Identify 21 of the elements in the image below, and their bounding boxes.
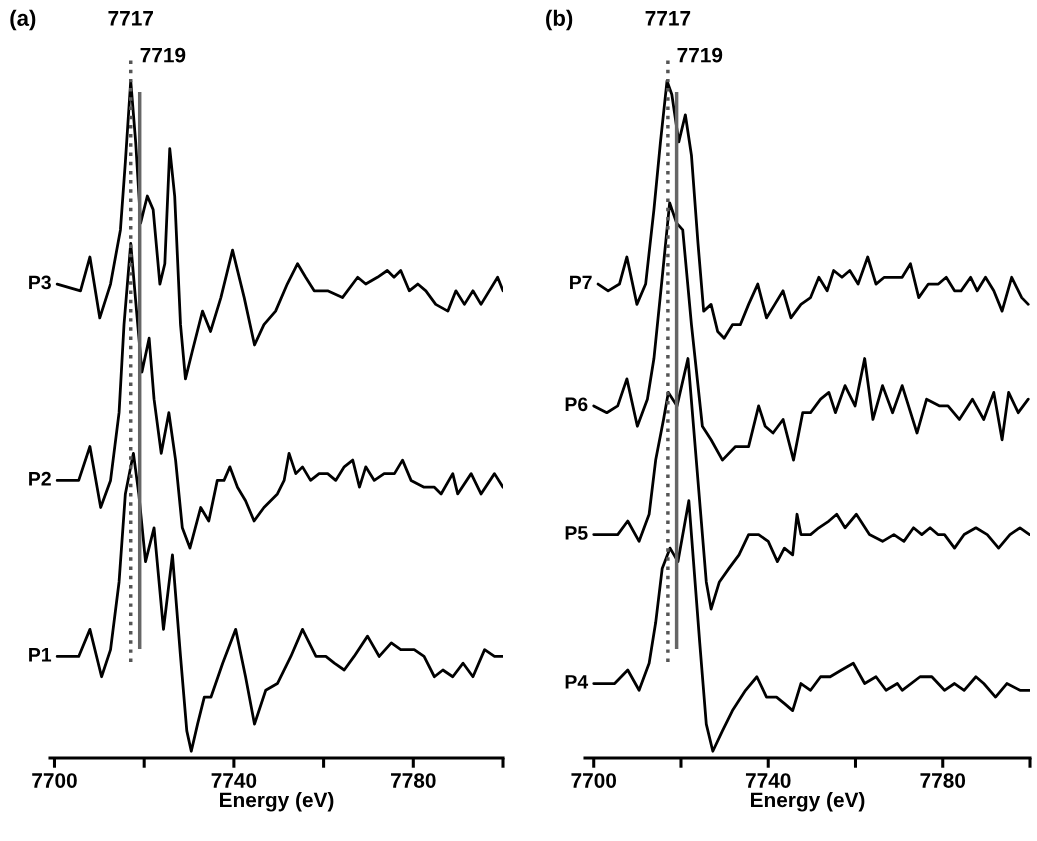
x-tick-label: 7780 [920,773,966,788]
ref-line-label: 7719 [140,47,186,63]
x-axis-title: Energy (eV) [751,792,865,812]
chart-title: (b) [546,9,573,31]
x-tick-label: 7780 [391,773,436,788]
ref-line-label: 7719 [677,47,723,63]
series-label: P6 [565,397,588,412]
x-tick-label: 7740 [745,773,791,788]
x-tick-label: 7700 [32,773,77,788]
x-axis-title: Energy (eV) [220,792,334,812]
x-tick-label: 7740 [211,773,257,788]
series-label: P2 [29,471,51,486]
series-label: P4 [565,675,589,689]
series-label: P5 [565,526,588,540]
series-label: P3 [29,275,51,290]
series-label: P7 [570,275,592,290]
ref-line-label: 7717 [108,11,153,26]
ref-line-label: 7717 [645,11,691,26]
chart-title: (a) [10,9,36,31]
x-tick-label: 7700 [571,773,617,788]
series-label: P1 [29,648,52,662]
